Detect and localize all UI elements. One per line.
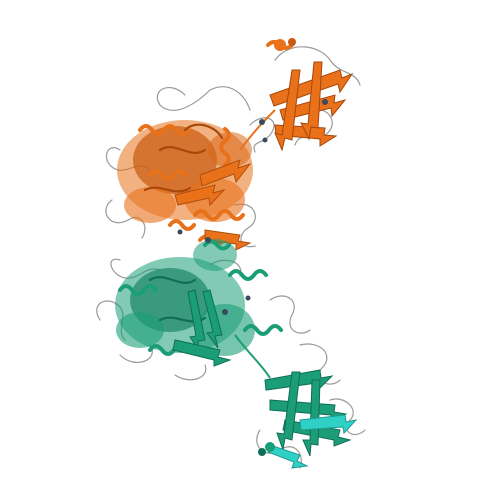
ligands <box>177 99 328 315</box>
chain-b <box>115 239 358 469</box>
chain-a <box>117 38 354 251</box>
